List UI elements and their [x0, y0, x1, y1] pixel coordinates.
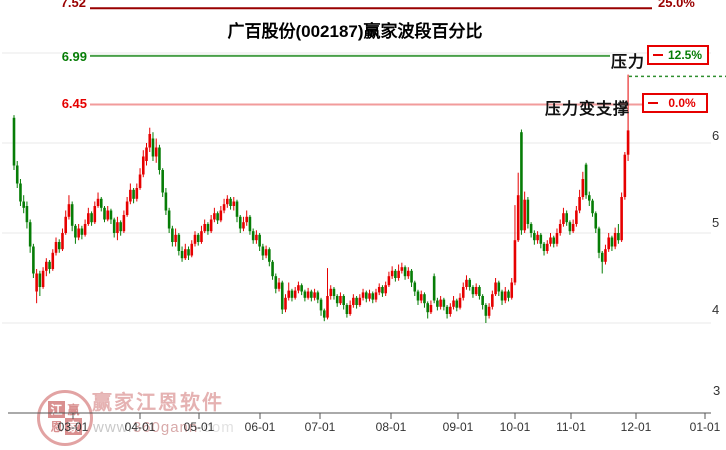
watermark-brand: 赢家江恩软件 — [92, 392, 224, 414]
x-tick-label: 03-01 — [57, 420, 89, 434]
dash-icon — [653, 54, 663, 56]
resistance-pct-badge: 12.5% — [647, 45, 709, 65]
x-tick-label: 12-01 — [620, 420, 652, 434]
watermark-url-www: www. — [93, 419, 133, 436]
dash-icon — [648, 102, 658, 104]
y-axis-label: 5 — [712, 215, 720, 230]
x-tick-label: 01-01 — [689, 420, 721, 434]
support-level-price: 6.45 — [61, 96, 87, 111]
y-axis-label: 3 — [713, 383, 721, 398]
upper-level-pct: 25.0% — [658, 0, 695, 10]
y-axis-label: 4 — [712, 302, 720, 317]
upper-level-price: 7.52 — [60, 0, 86, 10]
gann-logo: 江 赢 恩 家 — [37, 390, 93, 446]
x-tick-label: 05-01 — [183, 420, 215, 434]
logo-char: 恩 — [48, 418, 65, 435]
resistance-pct-value: 12.5% — [667, 48, 703, 62]
x-tick-label: 10-01 — [499, 420, 531, 434]
y-axis-label: 6 — [712, 128, 720, 143]
support-pct-value: 0.0% — [668, 96, 696, 110]
support-label: 压力变支撑 — [545, 101, 631, 118]
x-tick-label: 09-01 — [442, 420, 474, 434]
x-tick-label: 11-01 — [556, 420, 586, 434]
support-pct-badge: 0.0% — [642, 93, 708, 113]
watermark-url-tld: .com — [198, 419, 235, 436]
watermark-url: www.360gann.com — [93, 419, 235, 436]
gann-logo-characters: 江 赢 恩 家 — [48, 401, 82, 435]
watermark-url-domain: 360gann — [132, 419, 199, 436]
resistance-label: 压力 — [611, 54, 646, 71]
x-tick-label: 08-01 — [375, 420, 407, 434]
x-tick-label: 06-01 — [244, 420, 276, 434]
x-tick-label: 04-01 — [124, 420, 156, 434]
logo-char: 家 — [65, 418, 82, 435]
chart-title: 广百股份(002187)赢家波段百分比 — [227, 22, 483, 41]
resistance-level-price: 6.99 — [61, 49, 87, 64]
x-tick-label: 07-01 — [304, 420, 336, 434]
